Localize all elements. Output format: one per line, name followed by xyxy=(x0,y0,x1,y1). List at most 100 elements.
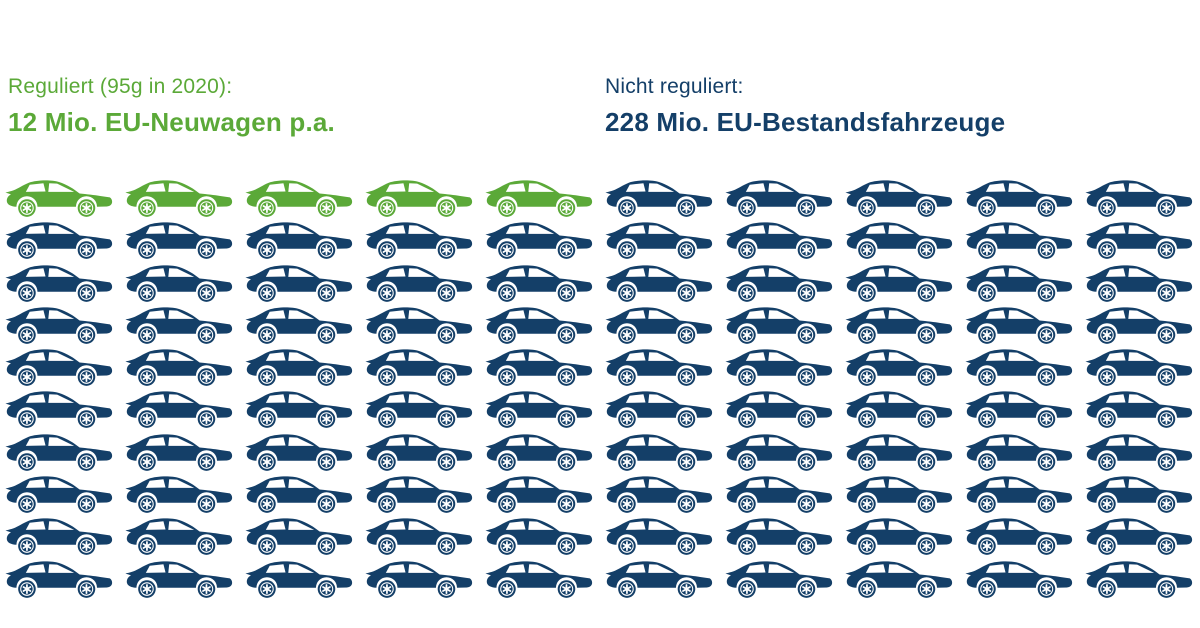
car-icon-unregulated xyxy=(4,262,124,304)
car-icon-unregulated xyxy=(244,431,364,473)
car-icon-unregulated xyxy=(484,558,604,600)
car-icon-unregulated xyxy=(4,388,124,430)
car-icon-unregulated xyxy=(964,431,1084,473)
car-icon-unregulated xyxy=(484,388,604,430)
car-icon-unregulated xyxy=(124,304,244,346)
car-icon-unregulated xyxy=(1084,177,1200,219)
car-icon-unregulated xyxy=(1084,219,1200,261)
car-icon-unregulated xyxy=(724,262,844,304)
car-icon-unregulated xyxy=(1084,262,1200,304)
car-icon-unregulated xyxy=(124,262,244,304)
car-icon-unregulated xyxy=(484,473,604,515)
car-icon-unregulated xyxy=(4,219,124,261)
car-icon-unregulated xyxy=(844,177,964,219)
car-icon-unregulated xyxy=(844,346,964,388)
car-icon-unregulated xyxy=(364,219,484,261)
car-icon-unregulated xyxy=(604,177,724,219)
car-icon-unregulated xyxy=(604,346,724,388)
car-icon-unregulated xyxy=(364,262,484,304)
car-icon-unregulated xyxy=(844,262,964,304)
car-icon-unregulated xyxy=(964,304,1084,346)
car-icon-unregulated xyxy=(364,515,484,557)
car-icon-unregulated xyxy=(964,473,1084,515)
unregulated-title: 228 Mio. EU-Bestandsfahrzeuge xyxy=(605,107,1006,137)
car-icon-unregulated xyxy=(364,346,484,388)
car-icon-unregulated xyxy=(124,431,244,473)
regulated-header: Reguliert (95g in 2020): 12 Mio. EU-Neuw… xyxy=(8,74,335,137)
car-icon-unregulated xyxy=(244,388,364,430)
car-icon-unregulated xyxy=(964,262,1084,304)
car-icon-unregulated xyxy=(844,219,964,261)
car-icon-unregulated xyxy=(724,388,844,430)
car-icon-unregulated xyxy=(484,219,604,261)
car-icon-unregulated xyxy=(484,304,604,346)
car-icon-unregulated xyxy=(124,558,244,600)
car-icon-unregulated xyxy=(364,558,484,600)
car-icon-unregulated xyxy=(4,558,124,600)
car-icon-unregulated xyxy=(964,346,1084,388)
car-icon-unregulated xyxy=(4,304,124,346)
car-icon-regulated xyxy=(4,177,124,219)
car-icon-unregulated xyxy=(964,558,1084,600)
car-icon-regulated xyxy=(484,177,604,219)
car-icon-unregulated xyxy=(724,177,844,219)
car-icon-unregulated xyxy=(844,515,964,557)
car-icon-unregulated xyxy=(244,558,364,600)
car-icon-unregulated xyxy=(124,346,244,388)
car-icon-unregulated xyxy=(1084,515,1200,557)
car-icon-unregulated xyxy=(4,515,124,557)
car-icon-unregulated xyxy=(964,388,1084,430)
car-icon-unregulated xyxy=(124,219,244,261)
car-icon-unregulated xyxy=(844,431,964,473)
car-icon-unregulated xyxy=(484,262,604,304)
car-icon-unregulated xyxy=(124,388,244,430)
car-pictogram-grid xyxy=(4,177,1200,600)
car-icon-unregulated xyxy=(604,262,724,304)
regulated-title: 12 Mio. EU-Neuwagen p.a. xyxy=(8,107,335,137)
car-icon-unregulated xyxy=(844,388,964,430)
car-icon-unregulated xyxy=(244,346,364,388)
car-icon-unregulated xyxy=(604,388,724,430)
unregulated-header: Nicht reguliert: 228 Mio. EU-Bestandsfah… xyxy=(605,74,1005,137)
car-icon-unregulated xyxy=(4,346,124,388)
car-icon-unregulated xyxy=(244,262,364,304)
car-icon-unregulated xyxy=(1084,304,1200,346)
car-icon-unregulated xyxy=(364,431,484,473)
car-icon-unregulated xyxy=(244,219,364,261)
car-icon-unregulated xyxy=(724,473,844,515)
car-icon-unregulated xyxy=(724,515,844,557)
car-icon-unregulated xyxy=(124,515,244,557)
car-icon-unregulated xyxy=(364,473,484,515)
car-icon-unregulated xyxy=(4,431,124,473)
unregulated-subtitle: Nicht reguliert: xyxy=(605,75,744,98)
car-icon-unregulated xyxy=(724,219,844,261)
car-icon-regulated xyxy=(364,177,484,219)
car-icon-unregulated xyxy=(724,346,844,388)
car-icon-unregulated xyxy=(484,346,604,388)
car-icon-unregulated xyxy=(724,558,844,600)
car-icon-unregulated xyxy=(844,304,964,346)
car-icon-unregulated xyxy=(724,431,844,473)
car-icon-unregulated xyxy=(364,304,484,346)
car-icon-unregulated xyxy=(604,304,724,346)
car-icon-unregulated xyxy=(1084,558,1200,600)
car-icon-unregulated xyxy=(1084,388,1200,430)
car-icon-unregulated xyxy=(484,515,604,557)
car-icon-unregulated xyxy=(244,473,364,515)
car-icon-regulated xyxy=(244,177,364,219)
car-icon-unregulated xyxy=(244,304,364,346)
car-icon-unregulated xyxy=(724,304,844,346)
car-icon-regulated xyxy=(124,177,244,219)
car-icon-unregulated xyxy=(364,388,484,430)
car-icon-unregulated xyxy=(4,473,124,515)
car-icon-unregulated xyxy=(604,431,724,473)
car-icon-unregulated xyxy=(964,219,1084,261)
car-icon-unregulated xyxy=(1084,473,1200,515)
car-icon-unregulated xyxy=(604,473,724,515)
car-icon-unregulated xyxy=(844,473,964,515)
car-icon-unregulated xyxy=(484,431,604,473)
car-icon-unregulated xyxy=(964,177,1084,219)
car-icon-unregulated xyxy=(1084,346,1200,388)
car-icon-unregulated xyxy=(604,515,724,557)
car-icon-unregulated xyxy=(844,558,964,600)
